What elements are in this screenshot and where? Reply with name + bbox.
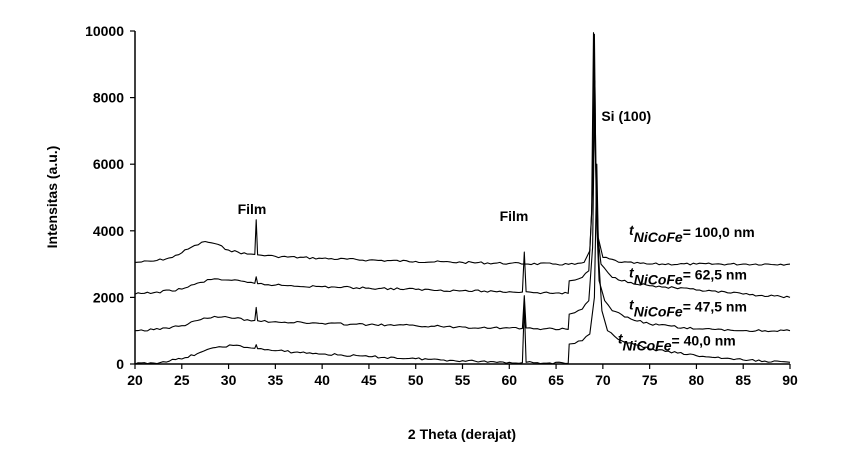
x-tick-label: 50 — [408, 372, 424, 388]
x-tick-label: 30 — [221, 372, 237, 388]
x-tick-label: 35 — [268, 372, 284, 388]
series-layer — [134, 32, 791, 365]
labels-layer: Film Film Si (100) tNiCoFe= 100,0 nm tNiCoFe… — [238, 108, 755, 353]
series-line-4 — [134, 163, 791, 365]
x-tick-label: 75 — [642, 372, 658, 388]
x-tick-label: 65 — [548, 372, 564, 388]
annotation-film-33: Film — [238, 201, 267, 217]
series-label-2: tNiCoFe= 62,5 nm — [629, 264, 747, 287]
y-tick-label: 10000 — [85, 23, 124, 39]
y-tick-label: 2000 — [93, 289, 124, 305]
x-tick-label: 20 — [127, 372, 143, 388]
y-tick-label: 8000 — [93, 90, 124, 106]
series-line-2 — [134, 32, 791, 299]
x-tick-label: 80 — [689, 372, 705, 388]
series-label-1: tNiCoFe= 100,0 nm — [629, 222, 755, 245]
y-tick-label: 0 — [116, 356, 124, 372]
x-tick-label: 85 — [735, 372, 751, 388]
x-tick-label: 60 — [501, 372, 517, 388]
y-tick-label: 6000 — [93, 156, 124, 172]
y-axis-title: Intensitas (a.u.) — [44, 146, 60, 249]
x-tick-label: 40 — [314, 372, 330, 388]
x-tick-label: 90 — [782, 372, 798, 388]
series-line-3 — [134, 80, 791, 333]
ticks-layer: 20 25 30 35 40 45 50 55 60 65 70 75 80 85 90 0 2000 4000 6… — [85, 23, 798, 388]
x-tick-label: 55 — [455, 372, 471, 388]
y-tick-label: 4000 — [93, 223, 124, 239]
series-label-4: tNiCoFe= 40,0 nm — [618, 330, 736, 353]
annotation-film-62: Film — [500, 208, 529, 224]
x-tick-label: 70 — [595, 372, 611, 388]
x-tick-label: 45 — [361, 372, 377, 388]
annotation-si-100: Si (100) — [601, 108, 651, 124]
x-axis-title: 2 Theta (derajat) — [408, 426, 516, 442]
series-label-3: tNiCoFe= 47,5 nm — [629, 296, 747, 319]
x-tick-label: 25 — [174, 372, 190, 388]
series-line-1 — [134, 33, 791, 266]
